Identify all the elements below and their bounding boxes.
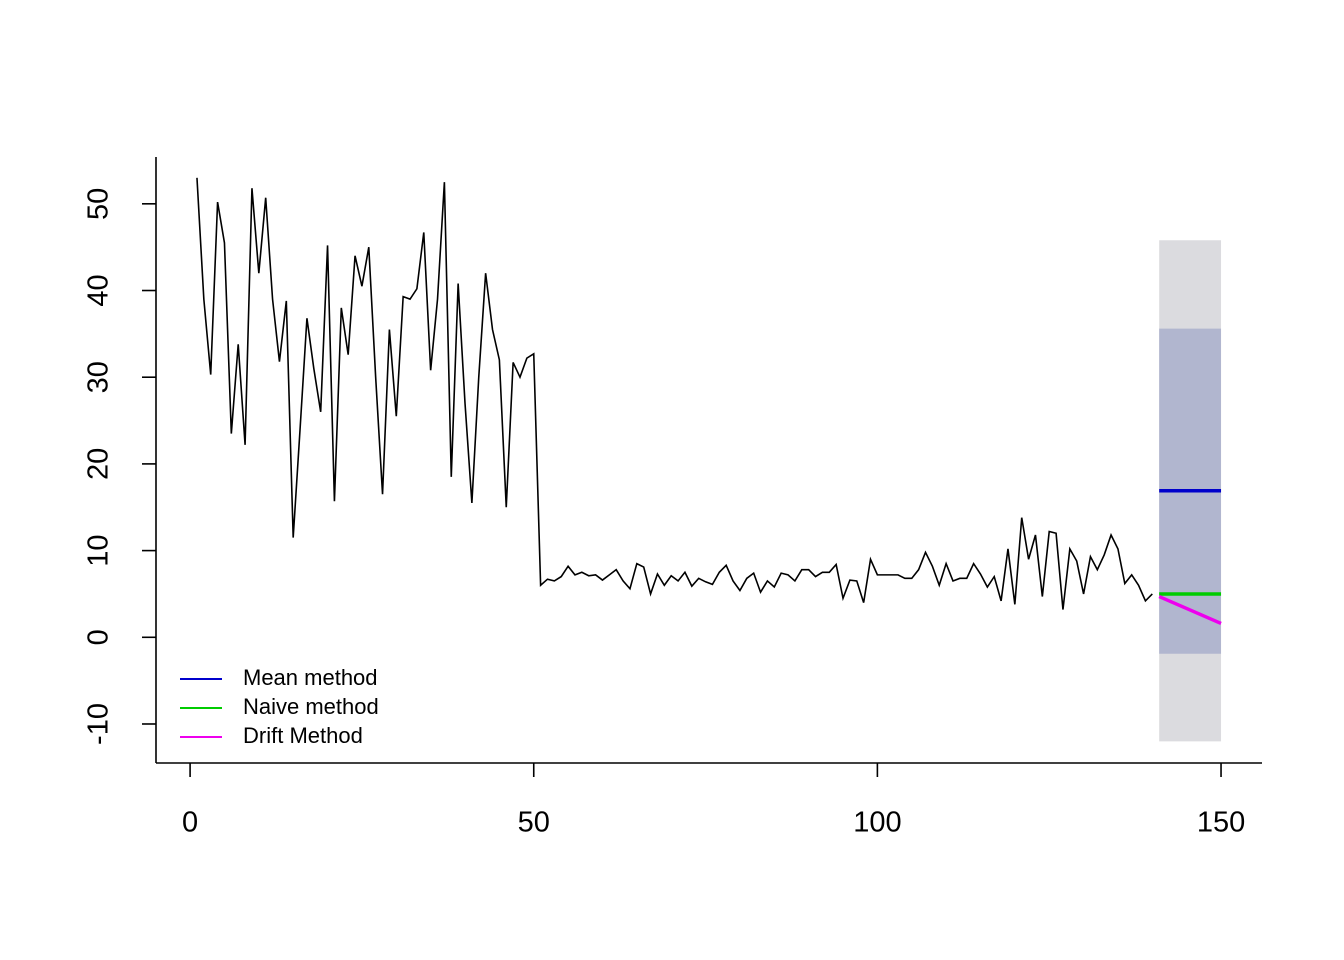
- y-tick-label: 50: [83, 188, 115, 220]
- x-tick-label: 100: [853, 807, 901, 839]
- forecast-line: [1158, 594, 1222, 626]
- y-tick-label: 30: [83, 361, 115, 393]
- x-tick-label: 0: [182, 807, 198, 839]
- x-tick-label: 150: [1197, 807, 1245, 839]
- x-tick-label: 50: [518, 807, 550, 839]
- y-tick-label: 10: [83, 534, 115, 566]
- legend-label: Mean method: [243, 665, 378, 690]
- y-tick-label: 0: [83, 629, 115, 645]
- data-line: [196, 177, 1153, 610]
- legend-label: Drift Method: [243, 723, 363, 748]
- y-tick-label: 20: [83, 448, 115, 480]
- y-tick-label: 40: [83, 274, 115, 306]
- legend-label: Naive method: [243, 694, 379, 719]
- y-tick-label: -10: [83, 703, 115, 745]
